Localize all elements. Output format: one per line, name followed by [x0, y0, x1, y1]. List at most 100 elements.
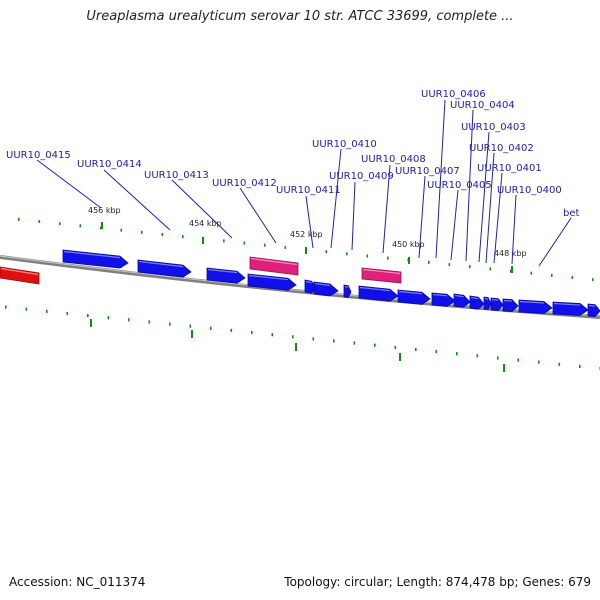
gene-leader-line: [418, 175, 426, 259]
gene-label: UUR10_0415: [6, 150, 71, 161]
tick-dot: [333, 339, 335, 343]
gene-arrow: [206, 267, 246, 284]
gene-leader-line: [330, 148, 342, 249]
tick-dot: [38, 220, 41, 223]
tick-label: 452 kbp: [290, 230, 323, 239]
gene-arrow-highlight: [248, 274, 289, 281]
gene-label: UUR10_0404: [450, 100, 515, 111]
gene-leader-line: [511, 194, 517, 265]
rna-feature-box-highlight: [250, 257, 298, 266]
tick-label: 456 kbp: [88, 206, 121, 215]
tick-dot: [571, 276, 574, 279]
tick-dot: [141, 230, 143, 234]
tick-dot: [579, 364, 581, 368]
gene-arrow: [137, 259, 192, 278]
tick-dot: [558, 362, 561, 366]
tick-dot: [223, 239, 225, 243]
tick-dot: [448, 263, 451, 267]
major-tick: [503, 364, 505, 372]
tick-dot: [353, 341, 356, 345]
gene-leader-line: [351, 181, 356, 251]
gene-label: UUR10_0401: [477, 163, 542, 174]
genome-stats-text: Topology: circular; Length: 874,478 bp; …: [284, 575, 591, 589]
tick-dot: [189, 324, 192, 328]
gene-arrow: [587, 303, 600, 318]
gene-arrow: [313, 281, 339, 297]
gene-arrow: [490, 297, 504, 312]
gene-leader-line: [493, 172, 503, 264]
feature-track: [0, 249, 600, 318]
gene-arrow-highlight: [519, 300, 545, 304]
tick-dot: [5, 305, 7, 309]
gene-label: UUR10_0400: [497, 185, 562, 196]
rna-feature-box-highlight: [362, 268, 401, 275]
tick-dot: [25, 307, 28, 311]
rna-feature-box: [361, 267, 402, 284]
gene-label: UUR10_0414: [77, 159, 142, 170]
gene-label: UUR10_0411: [276, 185, 341, 196]
gene-labels: UUR10_0415 UUR10_0414UUR10_0413UUR10_0412…: [6, 89, 580, 267]
gene-label: UUR10_0408: [361, 154, 426, 165]
tick-dot: [497, 356, 499, 360]
gene-arrow-highlight: [63, 250, 121, 259]
gene-arrow: [343, 284, 352, 299]
gene-label: UUR10_0410: [312, 139, 377, 150]
major-tick: [101, 222, 103, 229]
tick-dot: [161, 233, 164, 236]
gene-arrow-highlight: [588, 304, 596, 307]
major-tick: [399, 353, 401, 361]
tick-dots-inner: [5, 305, 600, 372]
major-tick: [90, 319, 92, 327]
tick-label: 450 kbp: [392, 240, 425, 249]
tick-dot: [592, 278, 594, 282]
tick-dot: [415, 347, 417, 352]
gene-arrow-highlight: [454, 294, 464, 298]
gene-arrow-highlight: [314, 282, 331, 287]
gene-arrow-highlight: [503, 299, 513, 302]
tick-dot: [100, 226, 102, 230]
gene-leader-line: [239, 187, 277, 244]
gene-leader-line: [305, 195, 314, 249]
tick-dot: [66, 311, 69, 316]
gene-arrow-highlight: [207, 268, 238, 274]
tick-label: 454 kbp: [189, 219, 222, 228]
tick-dot: [79, 224, 82, 228]
tick-dot: [530, 271, 533, 275]
tick-dot: [469, 265, 471, 269]
gene-arrow: [358, 285, 399, 302]
tick-dot: [46, 309, 48, 313]
gene-leader-line: [382, 164, 391, 254]
gene-arrow: [469, 295, 485, 310]
gene-label: UUR10_0405: [427, 180, 492, 191]
tick-dot: [538, 360, 540, 364]
major-tick: [408, 257, 410, 264]
tick-dot: [366, 254, 369, 258]
rna-feature-box: [249, 256, 299, 276]
gene-arrow: [62, 249, 129, 269]
tick-dot: [284, 245, 287, 249]
major-tick: [202, 237, 204, 244]
red-feature-box: [0, 266, 40, 285]
tick-dot: [18, 217, 20, 221]
major-tick: [305, 247, 307, 254]
gene-arrow-highlight: [553, 302, 581, 306]
gene-label: UUR10_0409: [329, 171, 394, 182]
gene-label: UUR10_0402: [469, 143, 534, 154]
gene-leader-line: [171, 179, 233, 239]
tick-dot: [489, 267, 492, 271]
gene-arrow-highlight: [470, 296, 479, 300]
tick-dot: [428, 260, 430, 264]
gene-arrow-highlight: [398, 290, 423, 295]
tick-dot: [264, 243, 266, 247]
gene-arrow-highlight: [138, 260, 184, 268]
tick-dot: [169, 322, 171, 326]
gene-label: UUR10_0403: [461, 122, 526, 133]
tick-dot: [551, 273, 553, 277]
tick-dot: [59, 222, 61, 226]
genome-backbone-highlight: [0, 255, 600, 317]
genome-backbone: [0, 255, 600, 319]
tick-dot: [251, 330, 253, 335]
tick-dot: [148, 320, 151, 324]
tick-dot: [107, 316, 110, 320]
